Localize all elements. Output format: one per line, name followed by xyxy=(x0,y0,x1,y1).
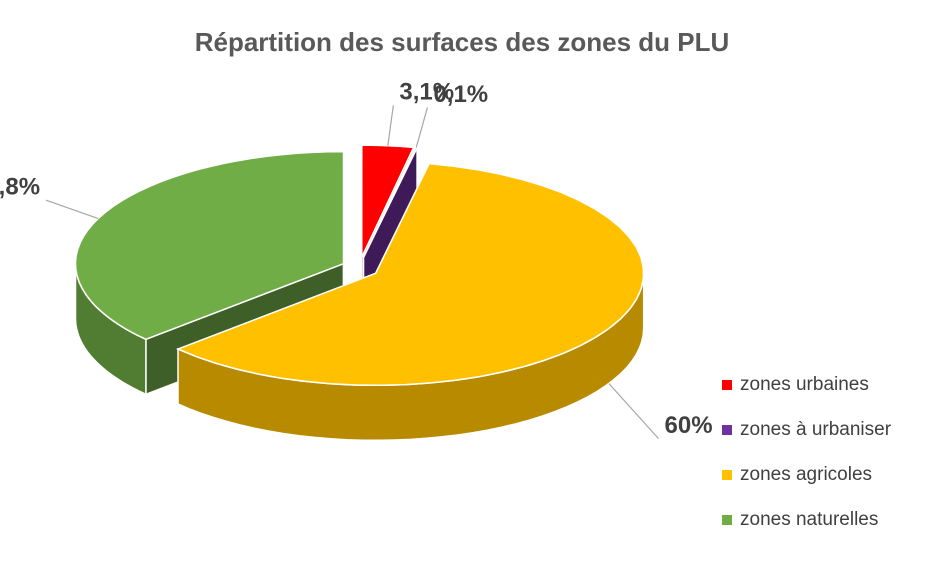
leader-line xyxy=(45,199,99,220)
data-label: 60% xyxy=(665,412,713,439)
legend-swatch xyxy=(722,470,732,480)
chart-title: Répartition des surfaces des zones du PL… xyxy=(195,27,730,57)
slice xyxy=(175,162,645,387)
legend-swatch xyxy=(722,425,732,435)
leader-line xyxy=(415,107,429,148)
legend-label: zones naturelles xyxy=(740,509,878,530)
data-label: 3,1% xyxy=(399,79,454,106)
legend-label: zones agricoles xyxy=(740,464,872,485)
leader-line xyxy=(387,105,394,146)
leader-line xyxy=(608,383,659,440)
slice xyxy=(361,144,415,258)
legend-swatch xyxy=(722,515,732,525)
legend-swatch xyxy=(722,380,732,390)
legend-label: zones à urbaniser xyxy=(740,419,892,440)
data-label: 0,1% xyxy=(433,81,488,108)
legend-label: zones urbaines xyxy=(740,374,869,395)
data-label: 36,8% xyxy=(0,174,40,201)
